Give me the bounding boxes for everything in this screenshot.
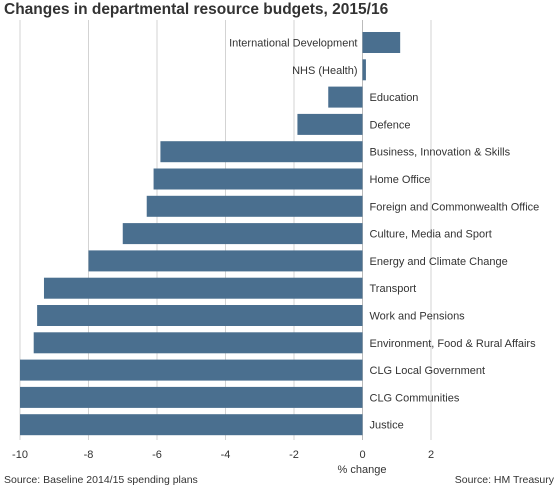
bar xyxy=(37,305,363,326)
category-label: Business, Innovation & Skills xyxy=(370,147,511,159)
x-tick-label: 0 xyxy=(359,449,365,461)
x-tick-label: 2 xyxy=(428,449,434,461)
bar xyxy=(362,59,366,81)
x-tick-label: -2 xyxy=(289,449,299,461)
x-tick-label: -8 xyxy=(84,449,94,461)
category-label: NHS (Health) xyxy=(292,65,357,77)
bar xyxy=(362,32,401,53)
category-label: CLG Local Government xyxy=(370,365,486,377)
x-tick-label: -6 xyxy=(152,449,162,461)
category-label: Home Office xyxy=(370,174,431,186)
source-left: Source: Baseline 2014/15 spending plans xyxy=(4,474,198,486)
x-axis-ticks: -10 -8 -6 -4 -2 0 2 xyxy=(12,449,434,461)
bar xyxy=(20,359,363,381)
bar xyxy=(297,113,363,135)
bar xyxy=(88,250,363,272)
category-label: Defence xyxy=(370,119,411,131)
category-label: Education xyxy=(370,92,419,104)
category-labels: International Development NHS (Health) Edu… xyxy=(229,38,539,432)
category-label: Foreign and Commonwealth Office xyxy=(370,201,540,213)
category-label: Justice xyxy=(370,420,404,432)
x-tick-label: -4 xyxy=(221,449,231,461)
x-axis-label: % change xyxy=(338,464,387,476)
category-label: Transport xyxy=(370,283,417,295)
bar xyxy=(20,414,363,436)
bar xyxy=(20,386,363,408)
x-tick-label: -10 xyxy=(12,449,28,461)
bar xyxy=(33,332,363,354)
bars xyxy=(20,32,401,436)
category-label: CLG Communities xyxy=(370,392,460,404)
category-label: Work and Pensions xyxy=(370,311,466,323)
category-label: Culture, Media and Sport xyxy=(370,229,492,241)
bar xyxy=(43,277,363,299)
bar xyxy=(328,86,363,108)
source-right: Source: HM Treasury xyxy=(454,474,554,486)
category-label: Energy and Climate Change xyxy=(370,256,508,268)
chart-title: Changes in departmental resource budgets… xyxy=(4,1,389,18)
category-label: International Development xyxy=(229,38,357,50)
bar xyxy=(160,141,363,163)
category-label: Environment, Food & Rural Affairs xyxy=(370,338,537,350)
bar xyxy=(146,195,363,217)
bar xyxy=(153,168,363,190)
bar xyxy=(122,223,363,245)
